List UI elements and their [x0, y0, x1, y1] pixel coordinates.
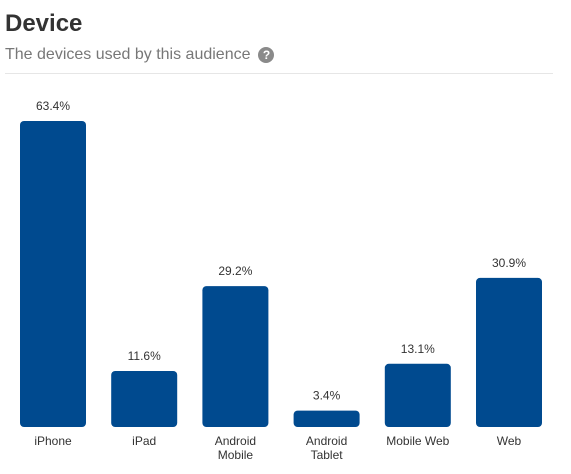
category-label: Tablet	[311, 448, 344, 462]
category-label: Android	[306, 434, 347, 448]
subtitle-row: The devices used by this audience ?	[5, 45, 275, 65]
bar-value-label: 30.9%	[492, 256, 526, 270]
category-label: Mobile Web	[386, 434, 449, 448]
chart-header: Device The devices used by this audience…	[5, 8, 553, 74]
category-label: Android	[215, 434, 256, 448]
category-label: Web	[497, 434, 522, 448]
category-label: iPhone	[34, 434, 72, 448]
question-circle-icon[interactable]: ?	[258, 47, 275, 63]
bar-value-label: 11.6%	[128, 349, 161, 363]
bar-1[interactable]	[111, 371, 178, 427]
bar-4[interactable]	[384, 363, 451, 427]
bar-0[interactable]	[20, 121, 86, 427]
chart-subtitle: The devices used by this audience	[5, 46, 251, 63]
bar-5[interactable]	[476, 277, 542, 427]
bar-value-label: 63.4%	[36, 99, 70, 113]
category-label: iPad	[132, 434, 156, 448]
bar-value-label: 3.4%	[313, 389, 341, 403]
bar-value-label: 13.1%	[401, 342, 435, 356]
bar-value-label: 29.2%	[218, 264, 252, 278]
chart-title: Device	[5, 10, 83, 37]
category-label: Mobile	[218, 448, 254, 462]
bar-3[interactable]	[293, 410, 360, 427]
bar-2[interactable]	[202, 286, 269, 427]
